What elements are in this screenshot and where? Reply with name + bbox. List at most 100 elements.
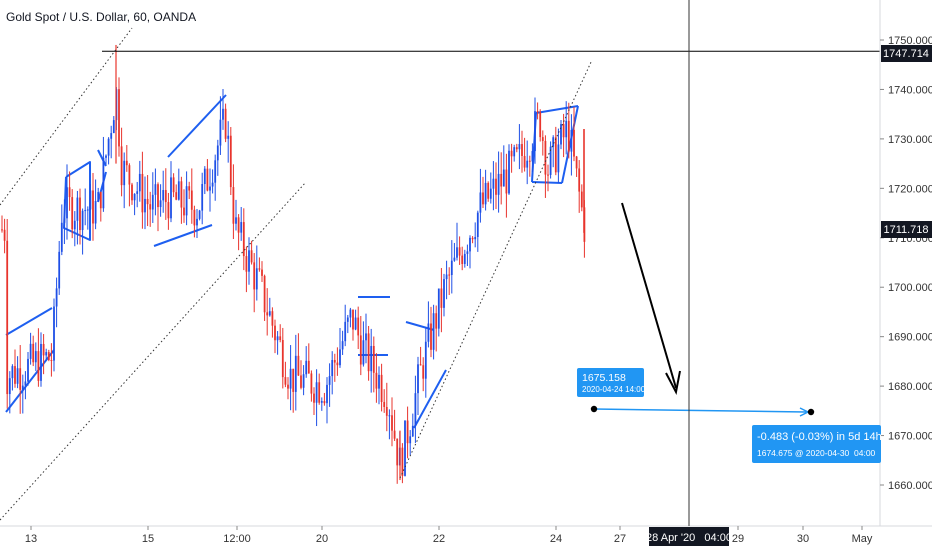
candle-body (365, 333, 367, 341)
candle-body (456, 247, 458, 258)
candle-body (50, 359, 53, 361)
candle-body (89, 190, 92, 210)
down-arrow-shaft[interactable] (621, 202, 677, 389)
candle-body (19, 368, 22, 390)
candle-body (219, 119, 222, 146)
last-price-label: 1711.718 (883, 224, 928, 236)
candle-body (271, 311, 274, 326)
candle-body (443, 279, 445, 308)
price-tick-label: 1720.000 (888, 183, 932, 195)
candle-body (21, 385, 24, 390)
pattern-line[interactable] (531, 181, 563, 184)
candle-body (289, 368, 292, 389)
measure-end-point[interactable] (807, 408, 815, 416)
candle-body (536, 111, 539, 113)
pattern-line[interactable] (535, 105, 579, 114)
price-tick-label: 1750.000 (888, 35, 932, 47)
candle-body (250, 250, 253, 263)
candle-body (294, 355, 297, 392)
candle-body (344, 321, 347, 342)
pattern-line[interactable] (153, 224, 213, 247)
candle-body (302, 374, 305, 388)
candle-body (232, 187, 235, 224)
candle-body (448, 274, 451, 276)
pattern-line[interactable] (97, 171, 107, 203)
candle-body (497, 173, 500, 195)
candle-body (437, 288, 440, 329)
pattern-line[interactable] (5, 307, 53, 336)
candle-body (151, 194, 154, 210)
candle-body (495, 178, 497, 195)
candle-body (310, 373, 313, 394)
candle-body (240, 222, 243, 233)
trendline-dotted[interactable] (0, 27, 133, 206)
candle-body (575, 156, 578, 169)
pattern-line[interactable] (561, 105, 579, 184)
pattern-line[interactable] (167, 94, 227, 158)
candle-body (482, 192, 484, 205)
candle-body (422, 365, 425, 379)
candle-body (141, 173, 144, 213)
candle-body (320, 401, 323, 403)
candle-body (544, 140, 547, 175)
candle-body (341, 341, 344, 350)
candle-body (60, 222, 63, 252)
candle-body (380, 374, 383, 403)
candle-body (284, 377, 287, 385)
measure-line[interactable] (593, 408, 807, 413)
candle-body (27, 358, 29, 382)
candle-body (55, 288, 58, 307)
candle-body (474, 236, 477, 240)
candle-body (268, 311, 271, 316)
candle-body (414, 393, 417, 426)
candle-body (253, 262, 256, 290)
pattern-line[interactable] (97, 149, 107, 167)
time-tick-label: 30 (797, 533, 809, 545)
candle-body (435, 313, 438, 329)
candle-body (162, 190, 165, 201)
candle-body (419, 364, 422, 366)
candle-body (404, 420, 406, 476)
time-tick-label: 20 (316, 533, 328, 545)
time-axis[interactable]: 13 15 12:00 20 22 24 27 29 30 May (25, 526, 873, 545)
candle-body (99, 192, 102, 209)
trendline-dotted[interactable] (399, 59, 593, 479)
candle-body (34, 351, 37, 363)
candle-body (573, 129, 575, 157)
candle-body (6, 240, 9, 395)
candle-body (263, 275, 266, 313)
candle-body (339, 349, 341, 366)
price-tick-label: 1730.000 (888, 134, 932, 146)
candle-body (547, 174, 549, 176)
candle-body (118, 89, 120, 147)
candle-body (73, 220, 76, 230)
candle-body (63, 218, 66, 223)
candle-body (97, 192, 100, 201)
measure-start-point[interactable] (590, 405, 598, 413)
candle-body (71, 197, 74, 230)
pattern-line[interactable] (5, 349, 55, 413)
pattern-drawings[interactable] (5, 94, 579, 429)
candle-body (463, 253, 466, 264)
candle-body (185, 186, 188, 216)
candle-body (66, 187, 68, 219)
candle-body (37, 351, 40, 381)
drawings[interactable] (0, 27, 880, 521)
down-arrow-head (665, 370, 681, 395)
candle-body (508, 150, 510, 194)
candle-body (297, 355, 300, 376)
price-axis[interactable]: 1750.0001740.0001730.0001720.0001710.000… (880, 35, 932, 492)
pattern-line[interactable] (413, 369, 447, 429)
candle-body (180, 181, 183, 208)
candle-body (391, 415, 393, 431)
candle-body (305, 360, 308, 375)
candle-body (367, 333, 370, 372)
candle-body (235, 217, 237, 224)
candle-body (567, 120, 570, 152)
time-tick-label: 12:00 (223, 533, 251, 545)
candle-body (357, 317, 360, 336)
pattern-line[interactable] (405, 321, 435, 331)
candle-body (276, 336, 279, 341)
candle-body (505, 169, 508, 194)
